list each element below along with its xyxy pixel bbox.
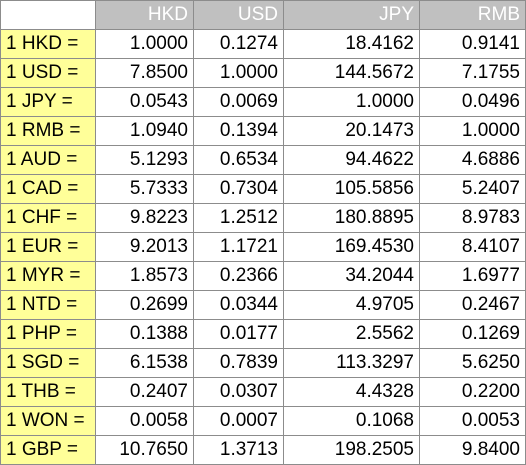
rate-cell: 0.2699 — [95, 290, 194, 320]
rate-cell: 0.0344 — [193, 290, 284, 320]
rate-cell: 0.0069 — [193, 87, 284, 117]
row-label: 1 USD = — [0, 58, 96, 88]
rate-cell: 0.6534 — [193, 145, 284, 175]
rate-cell: 1.0000 — [283, 87, 420, 117]
corner-cell — [0, 0, 96, 30]
rate-cell: 1.3713 — [193, 435, 284, 465]
rate-cell: 2.5562 — [283, 319, 420, 349]
table-row: 1 MYR = 1.8573 0.2366 34.2044 1.6977 — [0, 261, 526, 291]
rate-cell: 7.1755 — [419, 58, 526, 88]
row-label: 1 WON = — [0, 406, 96, 436]
table-row: 1 JPY = 0.0543 0.0069 1.0000 0.0496 — [0, 87, 526, 117]
rate-cell: 0.0053 — [419, 406, 526, 436]
table-row: 1 WON = 0.0058 0.0007 0.1068 0.0053 — [0, 406, 526, 436]
header-row: HKD USD JPY RMB — [0, 0, 526, 30]
rate-cell: 10.7650 — [95, 435, 194, 465]
row-label: 1 THB = — [0, 377, 96, 407]
rate-cell: 0.1274 — [193, 29, 284, 59]
rate-cell: 6.1538 — [95, 348, 194, 378]
rate-cell: 4.6886 — [419, 145, 526, 175]
rate-cell: 198.2505 — [283, 435, 420, 465]
rate-cell: 4.4328 — [283, 377, 420, 407]
rate-cell: 9.2013 — [95, 232, 194, 262]
rate-cell: 5.1293 — [95, 145, 194, 175]
rate-cell: 5.7333 — [95, 174, 194, 204]
table-row: 1 RMB = 1.0940 0.1394 20.1473 1.0000 — [0, 116, 526, 146]
table-row: 1 SGD = 6.1538 0.7839 113.3297 5.6250 — [0, 348, 526, 378]
rate-cell: 0.0058 — [95, 406, 194, 436]
rate-cell: 34.2044 — [283, 261, 420, 291]
row-label: 1 NTD = — [0, 290, 96, 320]
rate-cell: 1.0000 — [95, 29, 194, 59]
rate-cell: 0.1269 — [419, 319, 526, 349]
row-label: 1 JPY = — [0, 87, 96, 117]
table-row: 1 PHP = 0.1388 0.0177 2.5562 0.1269 — [0, 319, 526, 349]
table-row: 1 THB = 0.2407 0.0307 4.4328 0.2200 — [0, 377, 526, 407]
rate-cell: 0.2467 — [419, 290, 526, 320]
rate-cell: 8.4107 — [419, 232, 526, 262]
table-row: 1 EUR = 9.2013 1.1721 169.4530 8.4107 — [0, 232, 526, 262]
table-row: 1 NTD = 0.2699 0.0344 4.9705 0.2467 — [0, 290, 526, 320]
rate-cell: 8.9783 — [419, 203, 526, 233]
row-label: 1 EUR = — [0, 232, 96, 262]
row-label: 1 CHF = — [0, 203, 96, 233]
rate-cell: 20.1473 — [283, 116, 420, 146]
rate-cell: 9.8223 — [95, 203, 194, 233]
row-label: 1 CAD = — [0, 174, 96, 204]
rate-cell: 0.9141 — [419, 29, 526, 59]
row-label: 1 SGD = — [0, 348, 96, 378]
row-label: 1 MYR = — [0, 261, 96, 291]
table-row: 1 AUD = 5.1293 0.6534 94.4622 4.6886 — [0, 145, 526, 175]
rate-cell: 7.8500 — [95, 58, 194, 88]
rate-cell: 0.7304 — [193, 174, 284, 204]
rate-cell: 1.2512 — [193, 203, 284, 233]
rate-cell: 0.2407 — [95, 377, 194, 407]
rate-cell: 0.0496 — [419, 87, 526, 117]
rate-cell: 1.8573 — [95, 261, 194, 291]
row-label: 1 RMB = — [0, 116, 96, 146]
rate-cell: 0.1068 — [283, 406, 420, 436]
header-usd: USD — [193, 0, 284, 30]
rate-cell: 1.6977 — [419, 261, 526, 291]
rate-cell: 0.0177 — [193, 319, 284, 349]
rate-cell: 169.4530 — [283, 232, 420, 262]
header-jpy: JPY — [283, 0, 420, 30]
table-row: 1 USD = 7.8500 1.0000 144.5672 7.1755 — [0, 58, 526, 88]
rate-cell: 0.1394 — [193, 116, 284, 146]
header-rmb: RMB — [419, 0, 526, 30]
rate-cell: 0.0307 — [193, 377, 284, 407]
table-row: 1 GBP = 10.7650 1.3713 198.2505 9.8400 — [0, 435, 526, 465]
rate-cell: 5.2407 — [419, 174, 526, 204]
rate-cell: 18.4162 — [283, 29, 420, 59]
rate-cell: 0.2200 — [419, 377, 526, 407]
rate-cell: 1.0000 — [193, 58, 284, 88]
table-row: 1 CHF = 9.8223 1.2512 180.8895 8.9783 — [0, 203, 526, 233]
rate-cell: 113.3297 — [283, 348, 420, 378]
rate-cell: 0.7839 — [193, 348, 284, 378]
header-hkd: HKD — [95, 0, 194, 30]
table-row: 1 HKD = 1.0000 0.1274 18.4162 0.9141 — [0, 29, 526, 59]
rate-cell: 1.0940 — [95, 116, 194, 146]
rate-cell: 0.1388 — [95, 319, 194, 349]
rate-cell: 9.8400 — [419, 435, 526, 465]
row-label: 1 GBP = — [0, 435, 96, 465]
rate-cell: 180.8895 — [283, 203, 420, 233]
rate-cell: 1.1721 — [193, 232, 284, 262]
rate-cell: 105.5856 — [283, 174, 420, 204]
row-label: 1 AUD = — [0, 145, 96, 175]
rate-cell: 94.4622 — [283, 145, 420, 175]
rate-cell: 0.0007 — [193, 406, 284, 436]
rate-cell: 5.6250 — [419, 348, 526, 378]
rate-cell: 144.5672 — [283, 58, 420, 88]
rate-cell: 0.0543 — [95, 87, 194, 117]
table-row: 1 CAD = 5.7333 0.7304 105.5856 5.2407 — [0, 174, 526, 204]
row-label: 1 HKD = — [0, 29, 96, 59]
rate-cell: 4.9705 — [283, 290, 420, 320]
rate-rows: 1 HKD = 1.0000 0.1274 18.4162 0.9141 1 USD = 7… — [0, 29, 526, 465]
row-label: 1 PHP = — [0, 319, 96, 349]
rate-cell: 0.2366 — [193, 261, 284, 291]
rate-cell: 1.0000 — [419, 116, 526, 146]
